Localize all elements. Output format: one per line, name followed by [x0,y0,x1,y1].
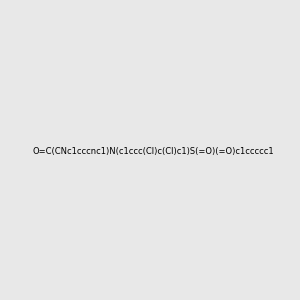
Text: O=C(CNc1cccnc1)N(c1ccc(Cl)c(Cl)c1)S(=O)(=O)c1ccccc1: O=C(CNc1cccnc1)N(c1ccc(Cl)c(Cl)c1)S(=O)(… [33,147,274,156]
